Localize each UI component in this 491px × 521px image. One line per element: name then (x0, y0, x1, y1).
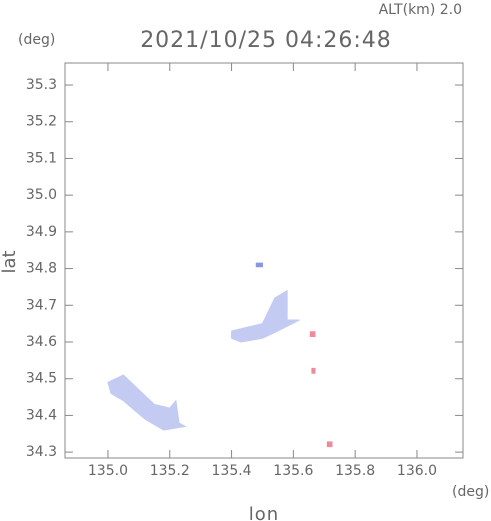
y-tick-label: 34.8 (26, 261, 57, 277)
echo-region (255, 262, 263, 268)
echo-region (231, 289, 300, 343)
y-tick-label: 35.2 (26, 114, 57, 130)
echo-region (326, 441, 333, 448)
plot-frame (64, 62, 464, 459)
x-tick-label: 135.4 (212, 463, 252, 479)
y-tick-label: 34.5 (26, 371, 57, 387)
echo-region (107, 374, 187, 431)
y-axis-label: lat (0, 250, 20, 273)
y-tick-label: 35.0 (26, 187, 57, 203)
y-tick-label: 34.9 (26, 224, 57, 240)
x-tick-label: 135.2 (150, 463, 190, 479)
y-tick-label: 34.3 (26, 444, 57, 460)
y-tick-label: 34.6 (26, 334, 57, 350)
x-tick-label: 136.0 (397, 463, 437, 479)
x-tick-label: 135.0 (88, 463, 128, 479)
echo-region (309, 331, 316, 337)
y-tick-label: 34.7 (26, 297, 57, 313)
y-tick-label: 34.4 (26, 407, 57, 423)
x-tick-label: 135.6 (273, 463, 313, 479)
x-tick-label: 135.8 (335, 463, 375, 479)
echo-region (311, 367, 316, 374)
y-unit: (deg) (18, 32, 55, 48)
x-axis-label: lon (249, 504, 279, 521)
x-unit: (deg) (452, 484, 489, 500)
chart-title: 2021/10/25 04:26:48 (140, 28, 392, 53)
y-tick-label: 35.1 (26, 150, 57, 166)
y-tick-label: 35.3 (26, 77, 57, 93)
annotation: ALT(km) 2.0 (379, 2, 462, 18)
